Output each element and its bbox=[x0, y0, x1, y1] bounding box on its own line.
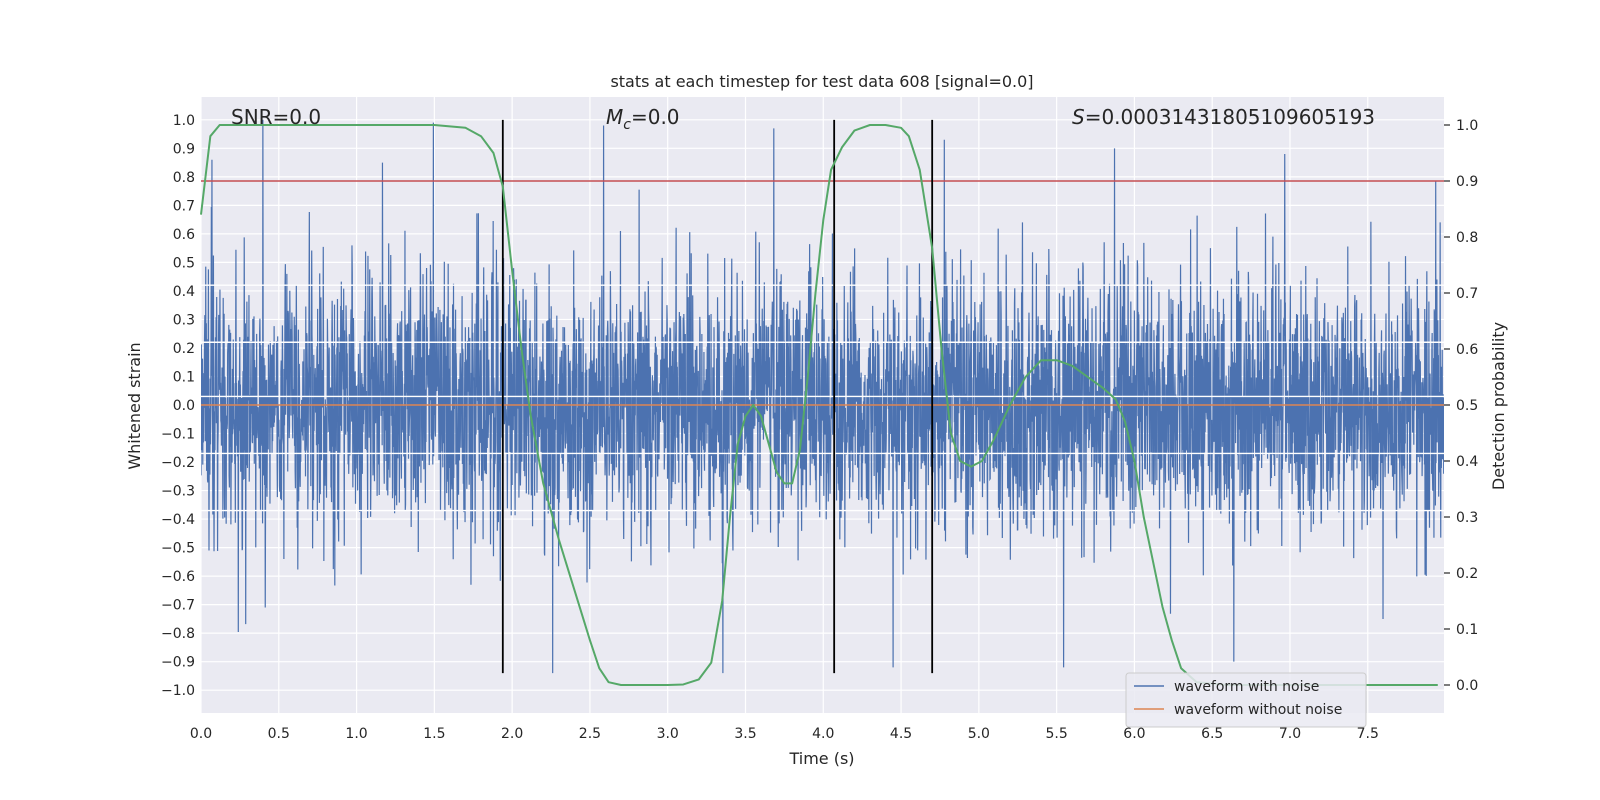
legend: waveform with noise waveform without noi… bbox=[1125, 672, 1367, 728]
y2-tick-label: 0.0 bbox=[1456, 678, 1478, 694]
chirp-mass-annotation: Mc=0.0 bbox=[606, 105, 680, 133]
x-tick-label: 4.0 bbox=[812, 726, 834, 742]
y-tick-label: 0.1 bbox=[173, 369, 195, 385]
y2-tick-label: 0.4 bbox=[1456, 454, 1478, 470]
x-tick-label: 3.0 bbox=[657, 726, 679, 742]
y-tick-label: 0.9 bbox=[173, 141, 195, 157]
y-tick-label: −0.4 bbox=[161, 512, 195, 528]
score-annotation: S=0.00031431805109605193 bbox=[1072, 105, 1375, 129]
x-axis-ticks: 0.0 0.5 1.0 1.5 2.0 2.5 3.0 3.5 4.0 4.5 5.0 5.5 6.0 6… bbox=[190, 726, 1379, 742]
noise-waveform-line bbox=[201, 119, 1444, 674]
y-tick-label: 0.6 bbox=[173, 227, 195, 243]
y-tick-label: 0.3 bbox=[173, 312, 195, 328]
y-tick-label: −0.6 bbox=[161, 569, 195, 585]
legend-label-clean: waveform without noise bbox=[1174, 702, 1342, 718]
detection-probability-line bbox=[200, 124, 1438, 686]
x-axis-label: Time (s) bbox=[788, 749, 854, 768]
y2-tick-label: 0.3 bbox=[1456, 510, 1478, 526]
y2-tick-label: 0.8 bbox=[1456, 230, 1478, 246]
chirp-mass-symbol: M bbox=[606, 105, 623, 129]
score-value: =0.00031431805109605193 bbox=[1085, 105, 1375, 129]
y-tick-label: 0.7 bbox=[173, 198, 195, 214]
y2-tick-label: 0.5 bbox=[1456, 398, 1478, 414]
legend-box bbox=[1125, 672, 1367, 728]
score-symbol: S bbox=[1072, 105, 1085, 129]
y-tick-label: −0.7 bbox=[161, 598, 195, 614]
x-tick-label: 4.5 bbox=[890, 726, 912, 742]
y2-tick-label: 0.7 bbox=[1456, 286, 1478, 302]
snr-annotation: SNR=0.0 bbox=[231, 105, 321, 129]
y2-axis-ticks: 0.0 0.1 0.2 0.3 0.4 0.5 0.6 0.7 0.8 0.9 1.0 bbox=[1444, 118, 1478, 694]
x-tick-label: 2.0 bbox=[501, 726, 523, 742]
y2-tick-label: 0.2 bbox=[1456, 566, 1478, 582]
series-waveform-with-noise bbox=[201, 119, 1444, 674]
x-tick-label: 5.0 bbox=[968, 726, 990, 742]
x-tick-label: 3.5 bbox=[734, 726, 756, 742]
series-detection-probability bbox=[200, 124, 1438, 686]
y2-axis-label: Detection probability bbox=[1489, 322, 1508, 490]
x-tick-label: 1.5 bbox=[423, 726, 445, 742]
y-axis-label: Whitened strain bbox=[125, 342, 144, 469]
x-tick-label: 0.0 bbox=[190, 726, 212, 742]
y2-tick-label: 1.0 bbox=[1456, 118, 1478, 134]
x-tick-label: 5.5 bbox=[1045, 726, 1067, 742]
y2-tick-label: 0.1 bbox=[1456, 622, 1478, 638]
y-tick-label: 0.4 bbox=[173, 284, 195, 300]
y-tick-label: −0.3 bbox=[161, 484, 195, 500]
vertical-markers bbox=[501, 119, 934, 674]
y-tick-label: 0.0 bbox=[173, 398, 195, 414]
y-tick-label: −0.2 bbox=[161, 455, 195, 471]
x-tick-label: 7.5 bbox=[1357, 726, 1379, 742]
y-tick-label: −0.1 bbox=[161, 427, 195, 443]
x-tick-label: 6.0 bbox=[1123, 726, 1145, 742]
chart-title: stats at each timestep for test data 608… bbox=[610, 72, 1033, 91]
y2-tick-label: 0.6 bbox=[1456, 342, 1478, 358]
x-tick-label: 6.5 bbox=[1201, 726, 1223, 742]
y-tick-label: 0.5 bbox=[173, 255, 195, 271]
y-tick-label: −1.0 bbox=[161, 683, 195, 699]
y-tick-label: −0.9 bbox=[161, 655, 195, 671]
x-tick-label: 1.0 bbox=[345, 726, 367, 742]
chirp-mass-value: =0.0 bbox=[631, 105, 680, 129]
y-tick-label: −0.8 bbox=[161, 626, 195, 642]
x-tick-label: 7.0 bbox=[1279, 726, 1301, 742]
x-tick-label: 2.5 bbox=[579, 726, 601, 742]
legend-label-noise: waveform with noise bbox=[1174, 679, 1319, 695]
y-tick-label: 0.2 bbox=[173, 341, 195, 357]
y-tick-label: 0.8 bbox=[173, 170, 195, 186]
x-tick-label: 0.5 bbox=[268, 726, 290, 742]
y-tick-label: −0.5 bbox=[161, 541, 195, 557]
y-axis-ticks: −1.0 −0.9 −0.8 −0.7 −0.6 −0.5 −0.4 −0.3 −0.2 −0.1… bbox=[161, 113, 195, 699]
y-tick-label: 1.0 bbox=[173, 113, 195, 129]
chirp-mass-subscript: c bbox=[623, 117, 631, 133]
y2-tick-label: 0.9 bbox=[1456, 174, 1478, 190]
